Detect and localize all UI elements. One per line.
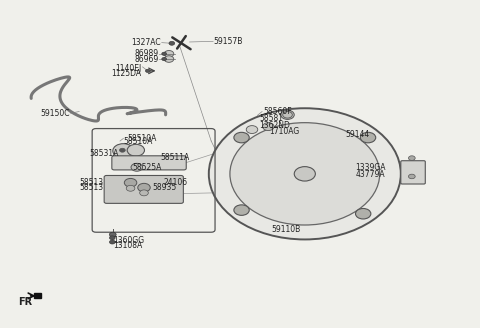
Text: 1125DA: 1125DA bbox=[111, 69, 142, 78]
Text: 58560F: 58560F bbox=[263, 107, 292, 116]
Text: 1339GA: 1339GA bbox=[355, 163, 386, 173]
Text: 58935: 58935 bbox=[153, 183, 177, 192]
Text: 58581: 58581 bbox=[259, 114, 283, 123]
Circle shape bbox=[209, 108, 401, 239]
Circle shape bbox=[263, 123, 274, 131]
Text: 1360GG: 1360GG bbox=[113, 236, 144, 245]
FancyBboxPatch shape bbox=[112, 156, 186, 170]
Circle shape bbox=[124, 178, 137, 187]
Text: 58510A: 58510A bbox=[127, 134, 156, 143]
Circle shape bbox=[234, 205, 249, 215]
Circle shape bbox=[162, 57, 167, 61]
Circle shape bbox=[169, 41, 175, 45]
Circle shape bbox=[281, 110, 294, 119]
Text: 58513: 58513 bbox=[79, 183, 103, 192]
Circle shape bbox=[234, 132, 249, 143]
Circle shape bbox=[109, 232, 116, 237]
Circle shape bbox=[109, 240, 115, 244]
Text: 59110B: 59110B bbox=[271, 225, 300, 234]
Circle shape bbox=[162, 52, 167, 55]
Circle shape bbox=[408, 174, 415, 179]
FancyBboxPatch shape bbox=[401, 161, 425, 184]
Text: 86989: 86989 bbox=[134, 49, 158, 58]
Circle shape bbox=[127, 144, 144, 156]
Circle shape bbox=[408, 156, 415, 160]
Text: 1362ND: 1362ND bbox=[259, 121, 290, 130]
Text: 58531A: 58531A bbox=[90, 149, 119, 158]
Circle shape bbox=[145, 69, 150, 72]
Circle shape bbox=[131, 163, 143, 171]
Text: 58511A: 58511A bbox=[161, 153, 190, 162]
Text: 58510A: 58510A bbox=[124, 136, 153, 146]
Circle shape bbox=[109, 236, 115, 240]
Circle shape bbox=[113, 144, 134, 158]
Circle shape bbox=[356, 209, 371, 219]
Text: 1140EJ: 1140EJ bbox=[115, 64, 142, 73]
Circle shape bbox=[164, 51, 174, 57]
Circle shape bbox=[140, 190, 148, 196]
Text: 13108A: 13108A bbox=[113, 240, 142, 250]
Text: 1710AG: 1710AG bbox=[269, 127, 299, 136]
Text: 59150C: 59150C bbox=[40, 109, 70, 118]
Circle shape bbox=[246, 126, 258, 133]
Text: 1327AC: 1327AC bbox=[131, 38, 161, 47]
Circle shape bbox=[360, 132, 376, 143]
Circle shape bbox=[283, 112, 292, 118]
Text: 58525A: 58525A bbox=[132, 163, 161, 173]
Text: 59144: 59144 bbox=[346, 130, 370, 139]
Text: 24106: 24106 bbox=[163, 178, 187, 187]
Circle shape bbox=[138, 183, 150, 192]
Circle shape bbox=[230, 123, 380, 225]
FancyBboxPatch shape bbox=[104, 175, 183, 203]
Circle shape bbox=[164, 56, 174, 62]
Bar bbox=[34, 293, 41, 298]
Circle shape bbox=[126, 185, 135, 191]
Circle shape bbox=[294, 167, 315, 181]
Text: 59157B: 59157B bbox=[214, 37, 243, 46]
Text: 43779A: 43779A bbox=[355, 170, 385, 179]
Circle shape bbox=[120, 148, 125, 152]
Text: 86969: 86969 bbox=[134, 54, 158, 64]
Text: FR: FR bbox=[18, 297, 32, 307]
Text: 58513: 58513 bbox=[79, 178, 103, 187]
